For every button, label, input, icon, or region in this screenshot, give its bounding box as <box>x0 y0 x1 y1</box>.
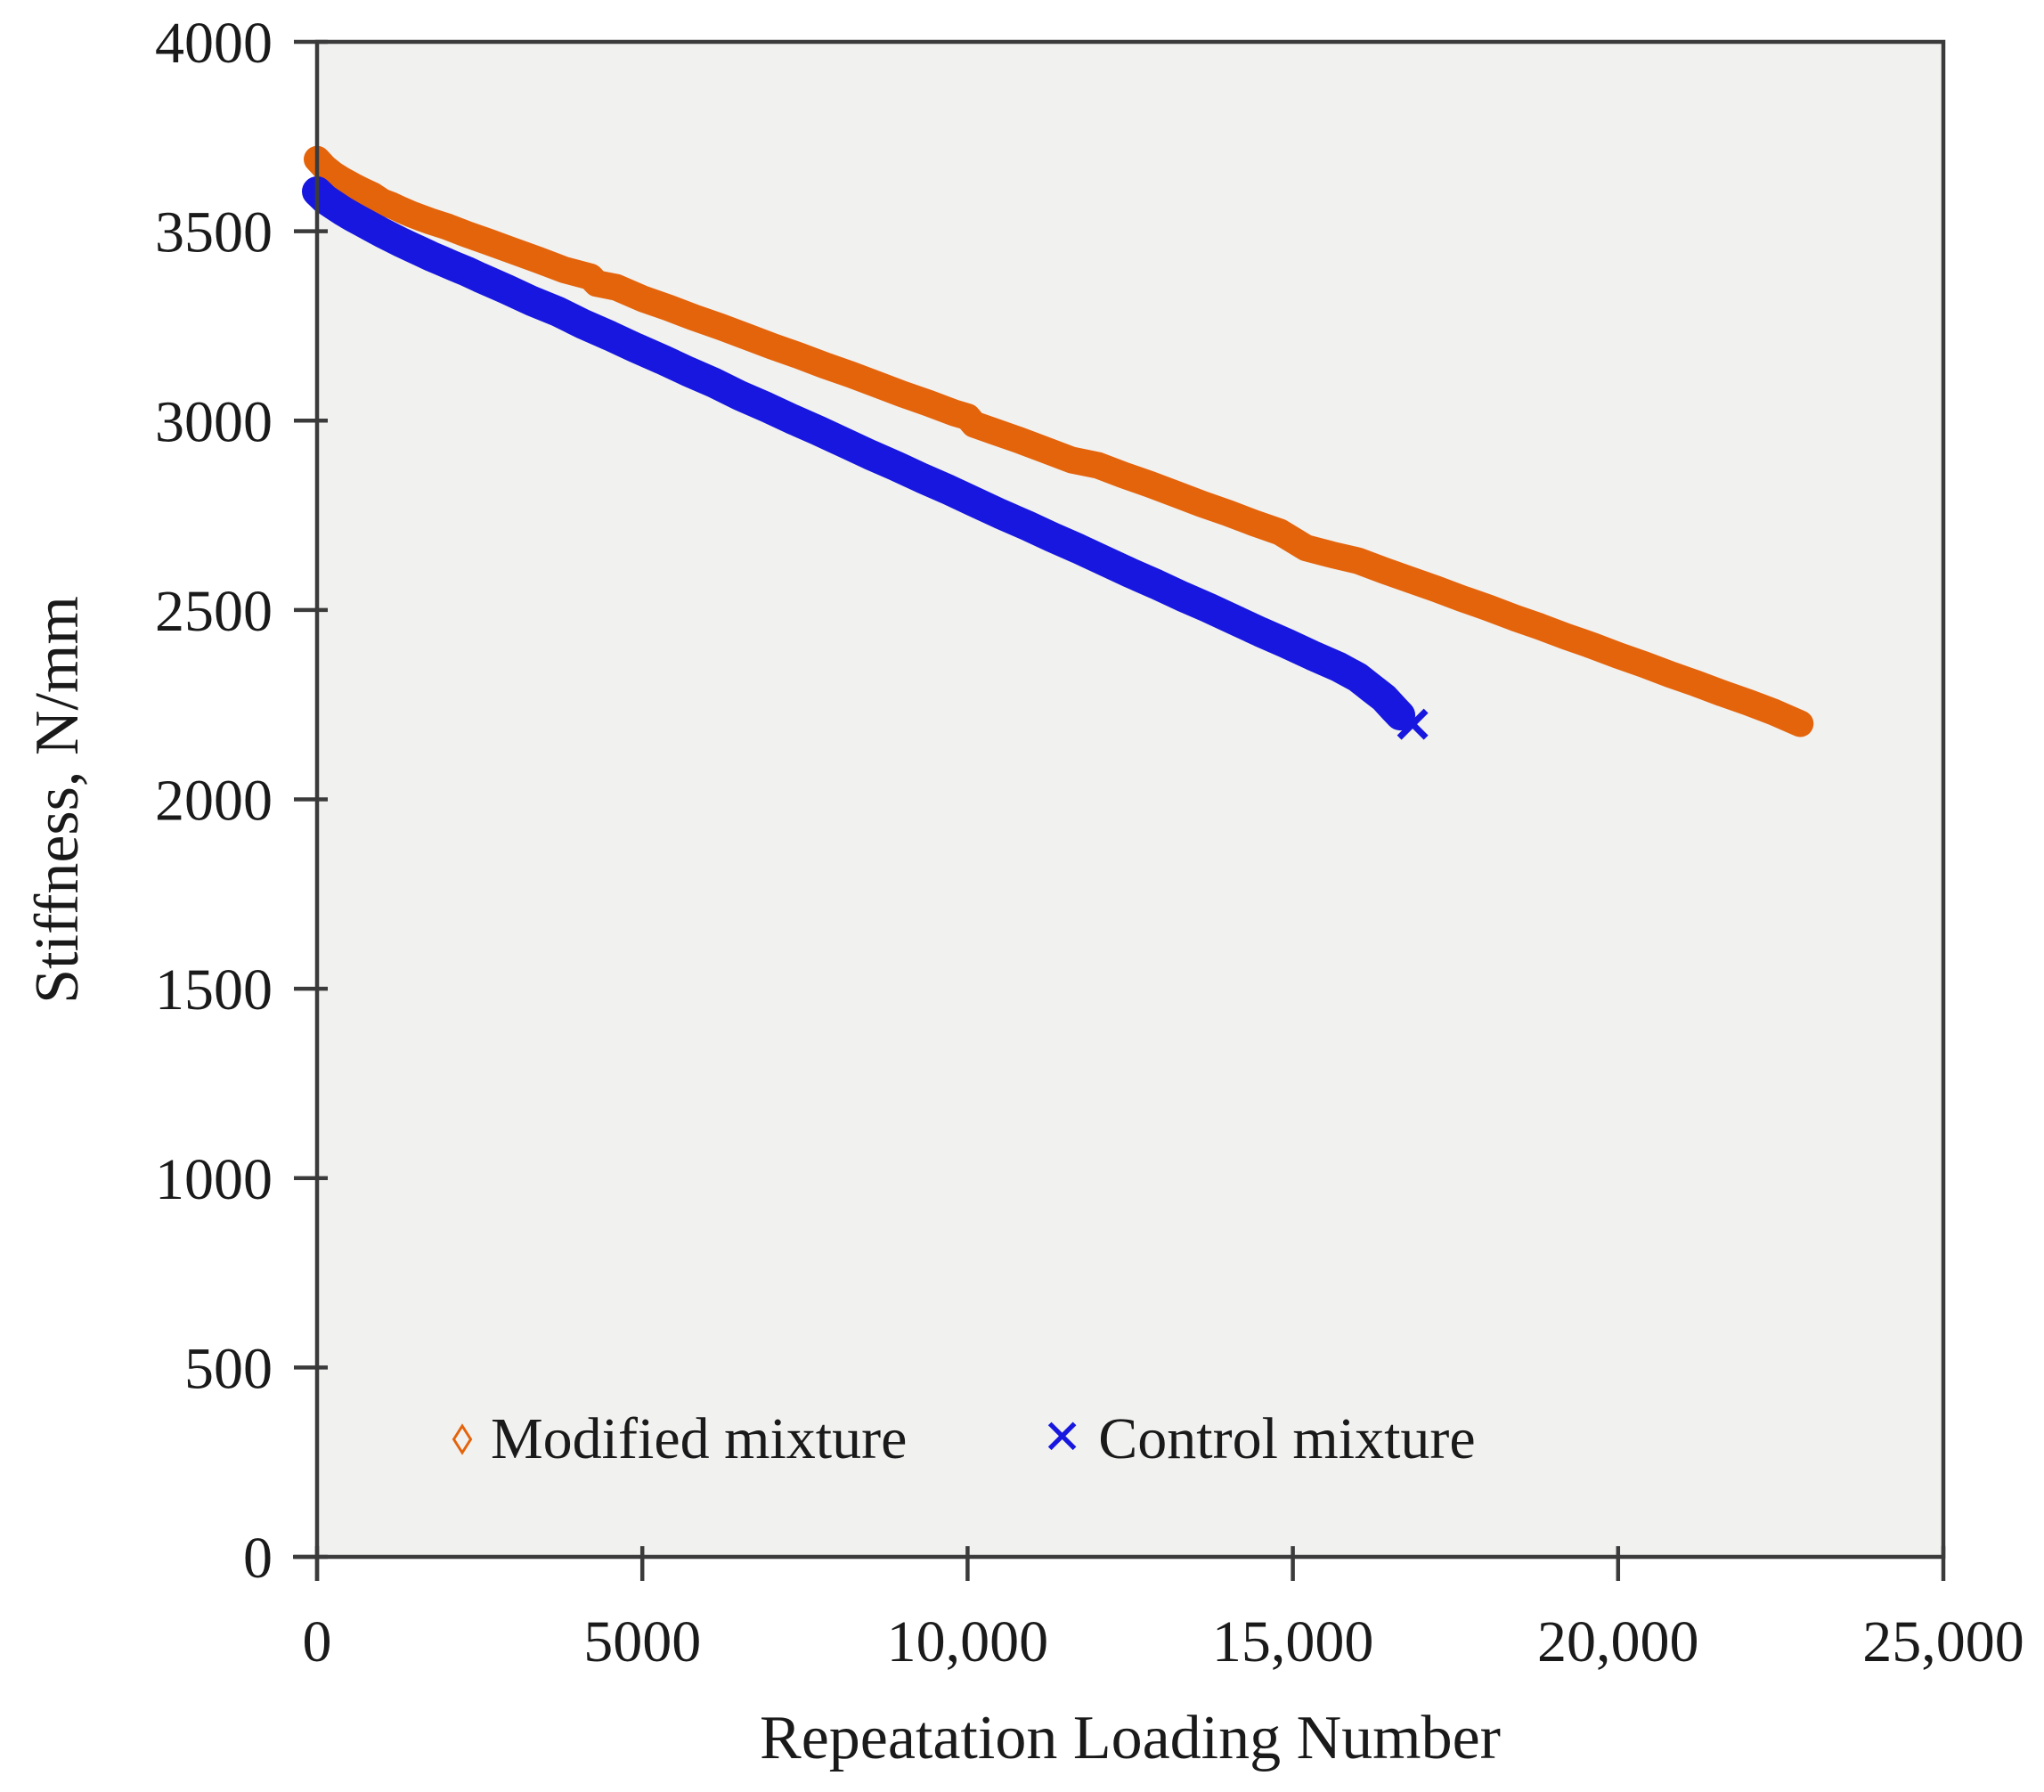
x-tick-label: 25,000 <box>1862 1609 2024 1674</box>
x-marker-icon: ✕ <box>1042 1409 1083 1465</box>
x-tick-label: 15,000 <box>1212 1609 1374 1674</box>
legend-label-control: Control mixture <box>1098 1406 1476 1471</box>
x-tick-label: 20,000 <box>1537 1609 1699 1674</box>
y-tick-label: 4000 <box>155 11 273 76</box>
y-tick-label: 1000 <box>155 1147 273 1212</box>
y-tick-label: 0 <box>243 1526 273 1591</box>
y-tick-label: 1500 <box>155 957 273 1022</box>
x-tick-label: 5000 <box>583 1609 701 1674</box>
control-series-band <box>302 176 1416 731</box>
legend-item-control-mixture: ✕ Control mixture <box>1042 1405 1476 1473</box>
y-tick-label: 3500 <box>155 200 273 265</box>
y-axis-title-box: Stiffness, N/mm <box>0 42 116 1557</box>
plot-area <box>317 42 1943 1557</box>
x-axis-title: Repeatation Loading Number <box>760 1704 1501 1772</box>
control-series-end-marker <box>1397 708 1429 740</box>
y-axis-title: Stiffness, N/mm <box>23 595 93 1004</box>
x-tick-label: 0 <box>303 1609 332 1674</box>
y-tick-label: 2500 <box>155 579 273 644</box>
y-tick-label: 2000 <box>155 769 273 834</box>
x-tick-label: 10,000 <box>887 1609 1049 1674</box>
y-tick-label: 500 <box>184 1336 273 1401</box>
diamond-marker-icon <box>452 1423 473 1455</box>
legend-item-modified-mixture: Modified mixture <box>450 1405 907 1473</box>
y-tick-label: 3000 <box>155 389 273 454</box>
modified-series-band <box>304 145 1814 737</box>
legend-label-modified: Modified mixture <box>491 1406 908 1471</box>
